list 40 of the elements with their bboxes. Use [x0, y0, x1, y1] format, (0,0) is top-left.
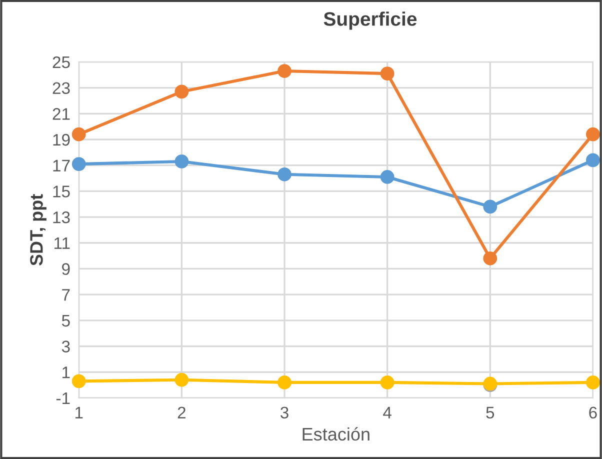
point — [278, 64, 292, 78]
point — [586, 376, 600, 390]
y-tick-label: 11 — [54, 237, 70, 249]
point — [380, 376, 394, 390]
point — [586, 153, 600, 168]
point — [483, 251, 498, 266]
x-axis-title: Estación — [302, 427, 370, 441]
point — [174, 84, 189, 99]
point — [72, 157, 86, 171]
point — [380, 66, 394, 81]
y-tick-label: 19 — [53, 134, 70, 146]
y-tick-label: -1 — [56, 392, 70, 404]
point — [72, 374, 86, 388]
point — [174, 154, 189, 168]
y-tick-label: 17 — [53, 160, 70, 172]
y-tick-label: 3 — [62, 340, 70, 352]
y-tick-label: 15 — [53, 186, 70, 198]
point — [278, 376, 292, 390]
point — [72, 127, 86, 142]
point — [278, 167, 292, 182]
x-tick-label: 6 — [589, 406, 597, 419]
point — [483, 200, 498, 214]
y-tick-label: 5 — [62, 314, 70, 327]
y-axis-title: SDT, ppt — [30, 194, 46, 266]
y-tick-label: 25 — [52, 56, 70, 68]
y-tick-label: 9 — [62, 263, 70, 275]
chart-title: Superficie — [324, 12, 417, 30]
x-tick-label: 4 — [383, 406, 392, 418]
x-tick-label: 2 — [178, 406, 186, 418]
point — [586, 127, 600, 142]
y-tick-label: 21 — [52, 108, 70, 120]
x-tick-label: 5 — [486, 406, 494, 419]
point — [380, 170, 394, 184]
y-tick-label: 23 — [52, 82, 70, 94]
y-tick-label: 1 — [62, 366, 70, 378]
y-tick-label: 13 — [53, 211, 70, 224]
x-tick-label: 3 — [280, 406, 288, 419]
x-tick-label: 1 — [76, 406, 83, 418]
y-tick-label: 7 — [62, 289, 70, 301]
point — [174, 372, 189, 387]
